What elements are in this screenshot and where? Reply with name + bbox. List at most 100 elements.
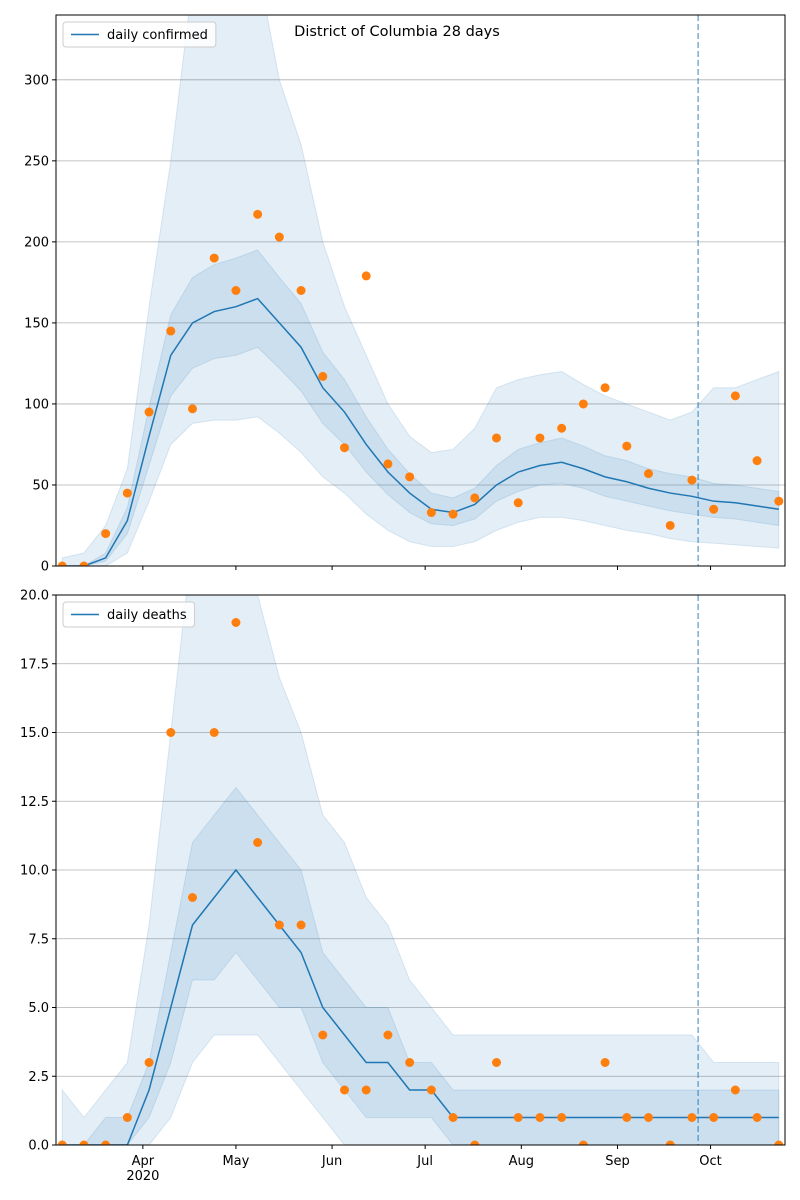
observed-point	[774, 496, 784, 506]
chart-title: District of Columbia 28 days	[294, 24, 500, 40]
observed-point	[709, 504, 719, 514]
y-tick-label: 200	[24, 235, 49, 250]
observed-point	[644, 469, 654, 479]
observed-point	[144, 1058, 154, 1067]
observed-point	[665, 520, 675, 530]
y-tick-label: 0.0	[28, 1139, 49, 1154]
observed-point	[513, 498, 523, 508]
observed-point	[405, 472, 415, 482]
y-tick-label: 300	[24, 73, 49, 88]
observed-point	[231, 618, 241, 627]
observed-point	[101, 1140, 111, 1145]
y-tick-label: 12.5	[20, 795, 49, 810]
observed-point	[622, 441, 632, 451]
y-tick-label: 2.5	[28, 1070, 49, 1085]
observed-point	[79, 1140, 89, 1145]
x-tick-label: Jul	[416, 1154, 433, 1169]
observed-point	[253, 209, 263, 219]
observed-point	[752, 1113, 762, 1122]
legend-box	[62, 21, 217, 48]
observed-point	[296, 920, 306, 930]
observed-point	[253, 838, 263, 847]
observed-point	[578, 1140, 588, 1145]
observed-point	[274, 920, 284, 930]
observed-point	[361, 271, 371, 281]
observed-point	[687, 475, 697, 485]
y-tick-label: 5.0	[28, 1001, 49, 1016]
legend-box	[62, 601, 196, 628]
observed-point	[600, 383, 610, 393]
observed-point	[709, 1113, 719, 1122]
uncertainty-band	[62, 249, 780, 566]
axes-frame	[55, 14, 786, 567]
observed-point	[405, 1058, 415, 1067]
plot-area	[57, 595, 784, 1145]
observed-point	[296, 286, 306, 295]
observed-point	[774, 1140, 784, 1145]
observed-point	[492, 433, 502, 443]
observed-point	[318, 371, 328, 381]
observed-point	[426, 508, 436, 518]
observed-point	[665, 1140, 675, 1145]
observed-point	[600, 1058, 610, 1067]
x-tick-label: Jun	[321, 1154, 342, 1169]
mean-line	[62, 868, 779, 1145]
y-tick-label: 17.5	[20, 657, 49, 672]
observed-point	[513, 1113, 523, 1122]
axes-frame	[55, 594, 786, 1146]
observed-point	[166, 728, 176, 737]
legend-label: daily confirmed	[107, 28, 208, 43]
uncertainty-band	[61, 595, 780, 1145]
observed-point	[318, 1030, 328, 1040]
observed-point	[470, 1140, 480, 1145]
x-tick-label: Aug	[509, 1154, 534, 1169]
observed-point	[752, 456, 762, 466]
y-tick-label: 100	[24, 397, 49, 412]
uncertainty-band	[61, 15, 780, 566]
observed-point	[535, 433, 545, 443]
observed-point	[209, 728, 219, 737]
observed-point	[383, 1030, 393, 1040]
x-tick-label: Oct	[699, 1154, 721, 1169]
observed-point	[622, 1113, 632, 1122]
observed-point	[470, 493, 480, 503]
y-tick-label: 7.5	[28, 932, 49, 947]
observed-point	[79, 561, 89, 566]
observed-point	[122, 1113, 132, 1122]
observed-point	[535, 1113, 545, 1122]
plot-area	[57, 15, 784, 566]
observed-point	[426, 1085, 436, 1095]
x-tick-label: Sep	[605, 1154, 630, 1169]
observed-point	[122, 488, 132, 498]
y-tick-label: 0	[41, 560, 49, 575]
y-tick-label: 15.0	[20, 726, 49, 741]
observed-point	[101, 529, 111, 539]
observed-point	[730, 1085, 740, 1095]
observed-point	[166, 326, 176, 336]
y-tick-label: 50	[32, 478, 49, 493]
observed-point	[448, 509, 458, 519]
observed-point	[339, 1085, 349, 1095]
y-tick-label: 20.0	[20, 589, 49, 604]
observed-point	[144, 407, 154, 417]
observed-point	[274, 232, 284, 242]
observed-point	[644, 1113, 654, 1122]
observed-point	[492, 1058, 502, 1067]
x-tick-label: May	[222, 1154, 249, 1169]
observed-point	[339, 443, 349, 453]
y-tick-label: 10.0	[20, 864, 49, 879]
y-tick-label: 150	[24, 316, 49, 331]
observed-point	[187, 404, 197, 414]
observed-point	[209, 253, 219, 263]
observed-point	[57, 561, 67, 566]
observed-point	[231, 286, 241, 295]
observed-point	[448, 1113, 458, 1122]
observed-point	[557, 1113, 567, 1122]
observed-point	[383, 459, 393, 469]
observed-point	[730, 391, 740, 401]
legend-label: daily deaths	[107, 608, 187, 623]
x-tick-label: Apr 2020	[126, 1154, 159, 1184]
observed-point	[557, 423, 567, 433]
y-tick-label: 250	[24, 154, 49, 169]
